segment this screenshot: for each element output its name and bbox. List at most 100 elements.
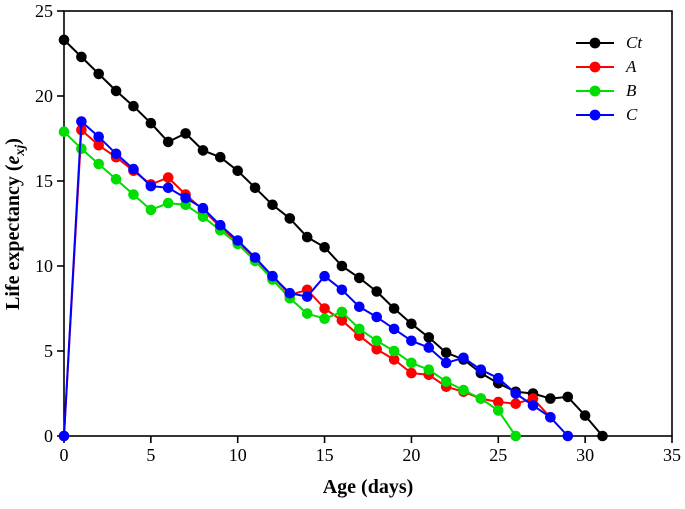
plot-frame [63,10,673,437]
series-c [58,116,574,442]
data-point-c [215,219,226,231]
data-point-b [440,376,452,387]
data-point-c [162,182,174,194]
data-point-ct [301,231,313,243]
data-point-ct [58,34,70,46]
axis-ticks: 0 5 10 15 20 25 30 35 0 5 10 15 20 25 [35,1,681,465]
data-point-b [145,204,157,216]
data-point-ct [319,242,330,253]
data-point-ct [579,410,591,421]
data-point-ct [284,213,296,224]
x-tick-label: 35 [663,445,681,465]
data-point-a [510,398,521,410]
data-point-b [301,308,313,319]
y-axis-title-variable: e [2,155,24,164]
data-point-c [232,235,243,246]
data-point-b [110,174,122,185]
data-point-c [58,430,70,442]
legend-marker-ct-icon [589,37,601,49]
y-tick-label: 25 [35,1,53,21]
data-point-ct [388,303,400,314]
data-point-ct [406,318,417,330]
data-point-b [128,189,139,200]
data-point-c [284,287,296,299]
y-tick-label: 20 [35,86,53,106]
data-point-c [475,364,487,376]
data-point-b [197,211,209,222]
data-point-c [371,311,383,323]
y-axis-title-subscript: xj [13,145,28,157]
legend-label-ct: Ct [626,33,643,52]
data-point-b [93,158,104,170]
data-point-c [93,131,104,143]
data-point-c [440,357,452,369]
data-point-ct [197,145,209,156]
data-point-b [58,126,70,137]
data-point-b [493,405,504,416]
data-point-ct [440,347,452,359]
series-line-c [63,120,569,437]
data-point-c [128,163,139,175]
x-tick-label: 10 [229,445,247,465]
data-point-c [510,388,521,399]
data-point-ct [545,393,556,404]
data-point-ct [267,199,278,211]
y-tick-label: 0 [44,426,53,446]
y-tick-label: 10 [35,256,53,276]
legend-item-ct: Ct [576,33,643,52]
data-point-ct [110,85,122,97]
x-tick-label: 20 [402,445,420,465]
plot-border [63,10,673,437]
data-point-c [249,252,261,263]
y-axis-title-prefix: Life expectancy ( [2,164,24,310]
data-point-b [423,364,435,376]
data-point-b [475,393,487,404]
x-tick-label: 0 [60,445,69,465]
legend-item-c: C [576,105,638,124]
data-point-ct [162,136,174,148]
data-point-c [493,372,504,384]
x-tick-label: 30 [576,445,594,465]
data-point-a [493,396,504,408]
data-point-c [562,430,574,442]
legend-label-c: C [626,105,638,124]
data-point-c [319,270,330,282]
data-point-c [354,301,365,313]
legend: Ct A B C [576,33,643,124]
y-tick-label: 5 [44,341,53,361]
series-line-ct [63,39,604,437]
data-point-a [371,344,383,355]
data-point-c [336,284,348,296]
data-point-b [510,430,521,442]
y-axis-title-suffix: ) [2,138,24,145]
series-b [58,126,521,442]
data-point-c [180,192,191,204]
x-tick-label: 5 [146,445,155,465]
series-line-a [63,129,552,437]
data-point-a [319,303,330,314]
data-point-ct [215,151,226,163]
data-point-b [371,335,383,347]
data-point-c [145,180,157,192]
legend-item-b: B [576,81,637,100]
data-point-ct [180,128,191,139]
data-point-ct [562,391,574,403]
data-point-c [527,400,539,411]
data-point-ct [76,51,87,63]
legend-marker-a-icon [589,61,601,73]
legend-marker-c-icon [589,109,601,121]
data-point-b [76,143,87,154]
data-point-c [458,352,469,364]
x-tick-label: 25 [489,445,507,465]
data-point-a [388,354,400,365]
data-point-b [458,384,469,396]
data-point-c [406,335,417,347]
y-tick-label: 15 [35,171,53,191]
data-point-c [545,412,556,423]
data-point-b [406,357,417,369]
data-series [58,34,608,442]
data-point-ct [249,182,261,194]
data-point-c [267,270,278,282]
data-point-c [301,291,313,302]
